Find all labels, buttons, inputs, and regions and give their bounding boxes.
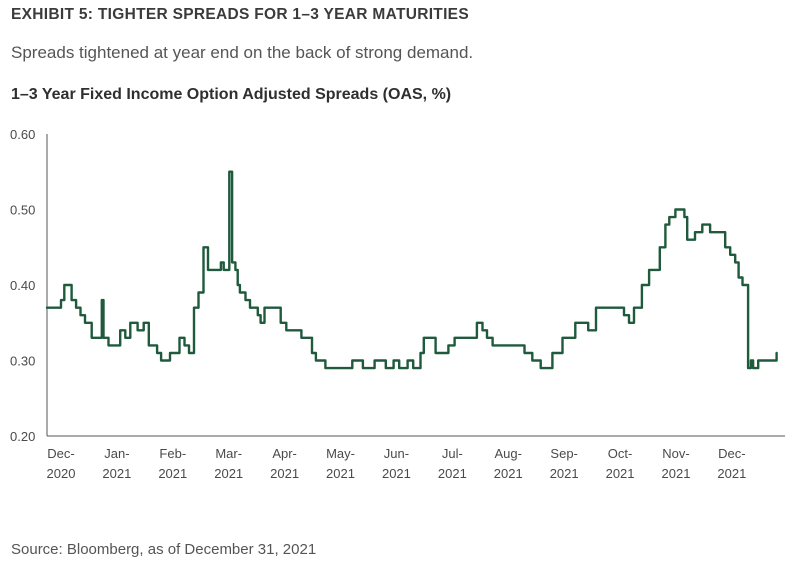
x-tick-label-month: Apr-	[272, 446, 297, 461]
y-tick-label: 0.40	[10, 278, 35, 293]
x-tick-label-year: 2021	[550, 466, 579, 481]
x-tick-label-month: Oct-	[608, 446, 633, 461]
x-tick-label-year: 2021	[662, 466, 691, 481]
x-tick-label-year: 2021	[158, 466, 187, 481]
x-tick-label-year: 2020	[47, 466, 76, 481]
x-tick-label-month: May-	[326, 446, 355, 461]
x-tick-label-year: 2021	[494, 466, 523, 481]
x-tick-label-year: 2021	[438, 466, 467, 481]
chart-title: 1–3 Year Fixed Income Option Adjusted Sp…	[11, 86, 452, 103]
exhibit-title: EXHIBIT 5: TIGHTER SPREADS FOR 1–3 YEAR …	[11, 6, 469, 23]
oas-series-line	[45, 170, 778, 370]
x-tick-label-month: Aug-	[495, 446, 522, 461]
y-tick-label: 0.50	[10, 203, 35, 218]
y-axis-ticks: 0.60 0.50 0.40 0.30 0.20	[10, 127, 35, 444]
x-tick-label-year: 2021	[102, 466, 131, 481]
x-tick-label-year: 2021	[717, 466, 746, 481]
y-tick-label: 0.30	[10, 354, 35, 369]
x-tick-label-month: Sep-	[550, 446, 577, 461]
x-tick-label-month: Jun-	[384, 446, 409, 461]
y-tick-label: 0.60	[10, 127, 35, 142]
x-tick-label-month: Jan-	[104, 446, 129, 461]
subtitle: Spreads tightened at year end on the bac…	[11, 43, 474, 62]
x-axis-ticks: Dec- 2020 Jan- 2021 Feb- 2021 Mar- 2021 Apr- 2021…	[47, 446, 747, 481]
source-note: Source: Bloomberg, as of December 31, 20…	[11, 541, 317, 558]
x-tick-label-month: Mar-	[215, 446, 242, 461]
x-tick-label-month: Nov-	[662, 446, 689, 461]
x-tick-label-month: Dec-	[47, 446, 74, 461]
x-tick-label-year: 2021	[326, 466, 355, 481]
line-chart: 0.60 0.50 0.40 0.30 0.20 Dec- 2020 Jan- 2021 Feb…	[10, 127, 785, 481]
x-tick-label-year: 2021	[270, 466, 299, 481]
x-tick-label-month: Feb-	[159, 446, 186, 461]
x-tick-label-year: 2021	[214, 466, 243, 481]
y-tick-label: 0.20	[10, 429, 35, 444]
x-tick-label-month: Dec-	[718, 446, 745, 461]
x-tick-label-year: 2021	[606, 466, 635, 481]
x-tick-label-month: Jul-	[442, 446, 463, 461]
x-tick-label-year: 2021	[382, 466, 411, 481]
